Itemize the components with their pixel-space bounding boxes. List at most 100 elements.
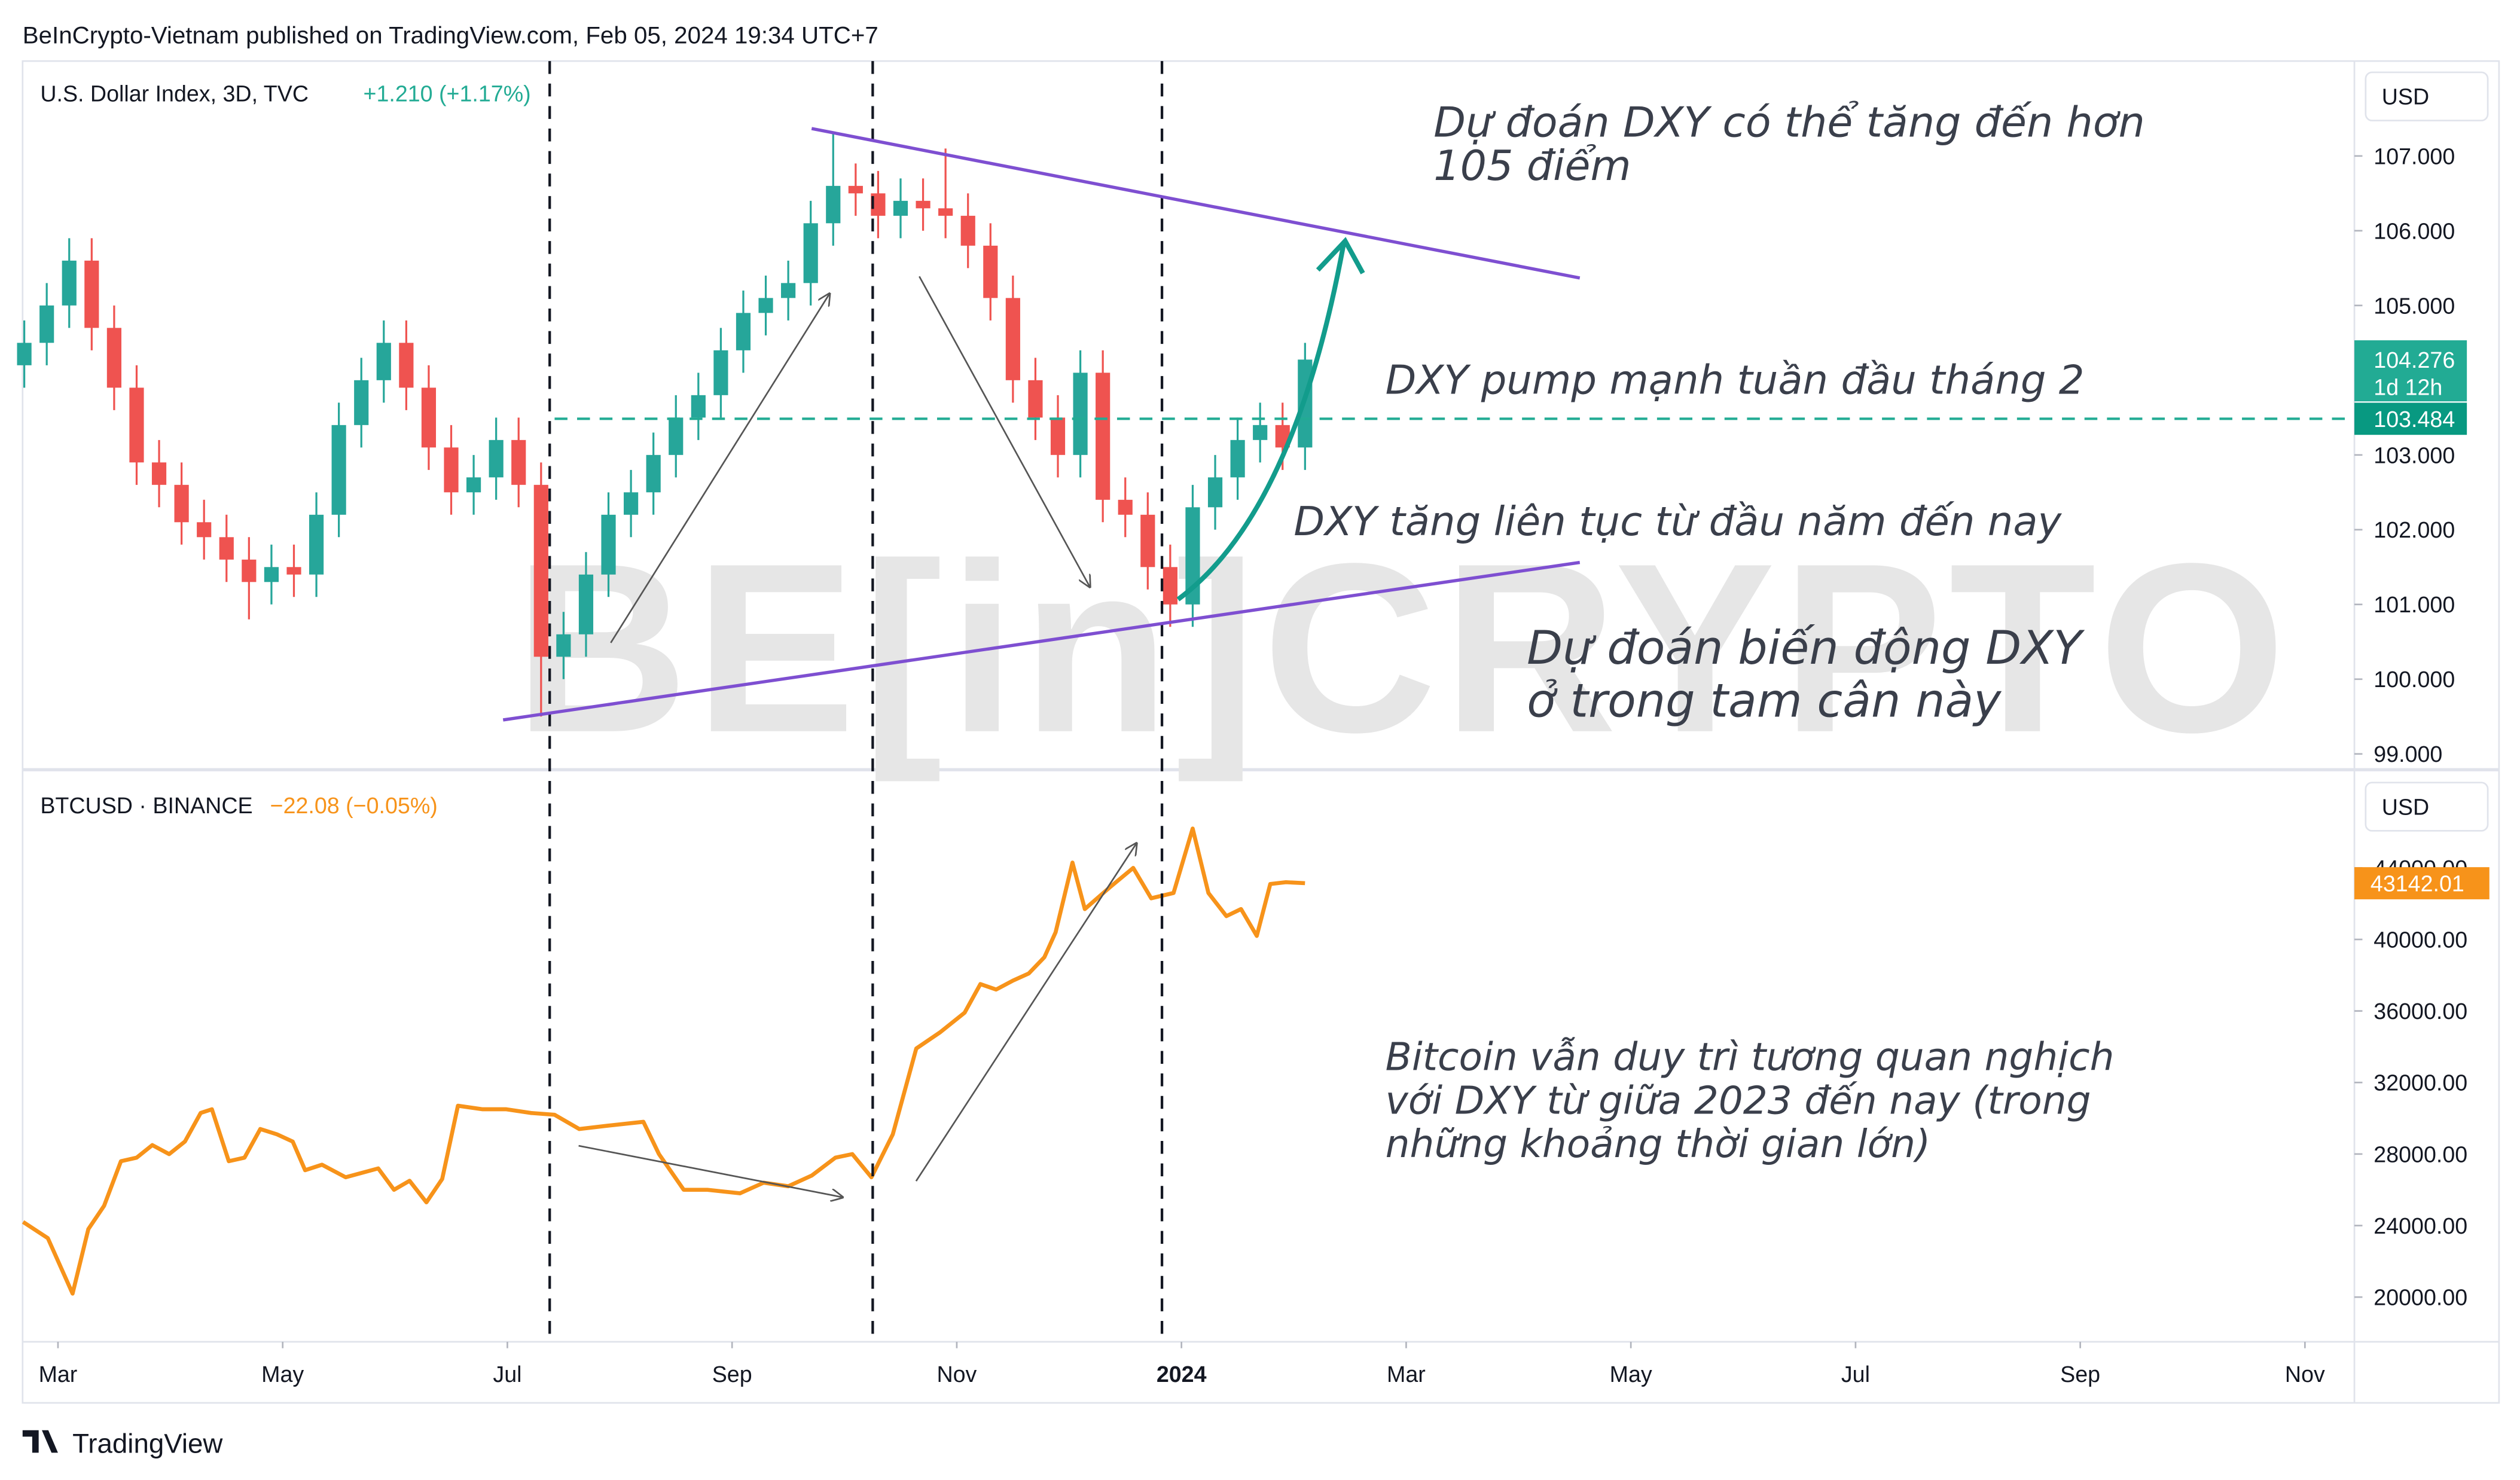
- x-tick-label: May: [261, 1362, 304, 1387]
- candle-body: [331, 425, 346, 515]
- candle-body: [1230, 440, 1245, 478]
- candle-body: [1005, 298, 1020, 380]
- currency-button[interactable]: [2365, 782, 2489, 832]
- currency[interactable]: USD: [2382, 794, 2429, 819]
- y-tick-label: 106.000: [2373, 218, 2455, 243]
- candle-body: [376, 343, 391, 380]
- last-price-tag: [2354, 340, 2467, 402]
- candle-body: [1050, 417, 1066, 455]
- arrow: [919, 276, 1090, 587]
- candle-body: [1073, 373, 1088, 455]
- candle-body: [197, 522, 212, 538]
- y-tick-label: 36000.00: [2373, 999, 2467, 1024]
- candle-body: [803, 223, 818, 283]
- candle-body: [556, 634, 571, 657]
- candle-body: [174, 484, 189, 523]
- arrow: [610, 294, 829, 643]
- candle-body: [826, 185, 841, 224]
- forecast-arrow: [1176, 243, 1346, 602]
- triangle: [502, 127, 1581, 722]
- annotation: 105 điểm: [1433, 142, 1631, 190]
- annotation: DXY pump mạnh tuần đầu tháng 2: [1386, 356, 2085, 403]
- candle-body: [286, 567, 301, 575]
- arrows: [578, 276, 1136, 1197]
- candle-body: [421, 387, 437, 448]
- last-price: 43142.01: [2370, 871, 2464, 896]
- candle-body: [938, 208, 953, 216]
- currency[interactable]: USD: [2382, 84, 2429, 109]
- candle-body: [758, 298, 773, 313]
- header: BeInCrypto-Vietnam published on TradingV…: [23, 22, 878, 49]
- plot: 99.000100.000101.000102.000103.000104.00…: [17, 133, 2467, 1387]
- annotation: Bitcoin vẫn duy trì tương quan nghịch: [1386, 1035, 2115, 1080]
- x-tick-label: Jul: [493, 1362, 521, 1387]
- annotations: Dự đoán DXY có thể tăng đến hơn 105 điểm…: [1293, 98, 2144, 1166]
- candle-body: [646, 454, 661, 493]
- currency-button[interactable]: [2365, 71, 2489, 121]
- forecast-arrow-head: [1316, 237, 1365, 274]
- annotation: với DXY từ giữa 2023 đến nay (trong: [1386, 1078, 2091, 1123]
- y-tick-label: 28000.00: [2373, 1142, 2467, 1167]
- btc-line: [22, 826, 1305, 1296]
- y-tick-label: 105.000: [2373, 293, 2455, 318]
- session-lines: [548, 61, 1164, 1342]
- trend-line: [811, 127, 1581, 280]
- candle-body: [151, 462, 167, 485]
- candle-body: [893, 200, 908, 216]
- candle-body: [601, 514, 616, 575]
- last-price: 104.276: [2373, 347, 2455, 373]
- candle-body: [444, 447, 459, 493]
- watermark: BE[in]CRYPTO: [514, 514, 2292, 784]
- y-tick-label: 20000.00: [2373, 1285, 2467, 1310]
- candle-body: [781, 283, 796, 298]
- candle-body: [106, 328, 121, 388]
- y-tick-label: 99.000: [2373, 741, 2442, 767]
- x-tick-label: 2024: [1157, 1362, 1207, 1387]
- candle-body: [242, 559, 257, 582]
- footer: TradingView: [72, 1428, 223, 1458]
- legend-change: +1.210 (+1.17%): [363, 81, 530, 106]
- logo-icon: [22, 1430, 58, 1453]
- candle-body: [1028, 380, 1043, 418]
- x-tick-label: Jul: [1841, 1362, 1870, 1387]
- countdown: 1d 12h: [2373, 374, 2442, 399]
- candle-body: [354, 380, 369, 425]
- candle-body: [624, 492, 639, 515]
- candle-body: [1118, 499, 1133, 515]
- annotation: DXY tăng liên tục từ đầu năm đến nay: [1293, 498, 2062, 545]
- x-tick-label: Nov: [936, 1362, 977, 1387]
- y-tick-label: 102.000: [2373, 517, 2455, 542]
- candle-body: [84, 260, 99, 328]
- candle-body: [916, 200, 930, 209]
- logo: TradingView: [22, 1428, 223, 1458]
- x-tick-label: Mar: [39, 1362, 78, 1387]
- y-tick-label: 107.000: [2373, 144, 2455, 169]
- x-tick-label: May: [1610, 1362, 1652, 1387]
- candle-body: [309, 514, 324, 575]
- candle-body: [960, 215, 975, 246]
- candle-body: [511, 440, 526, 485]
- candle-body: [129, 387, 144, 463]
- candle-body: [713, 350, 728, 395]
- candle-body: [736, 313, 751, 350]
- annotation: ở trong tam cân này: [1527, 675, 2002, 728]
- candle-body: [17, 343, 32, 365]
- x-tick-label: Sep: [712, 1362, 752, 1387]
- candle-body: [533, 484, 548, 657]
- candle-body: [39, 305, 54, 343]
- y-tick-label: 103.000: [2373, 443, 2455, 468]
- price-line-label: 103.484: [2373, 407, 2455, 432]
- y-tick-label: 101.000: [2373, 592, 2455, 617]
- arrow: [578, 1145, 843, 1197]
- y-tick-label: 32000.00: [2373, 1070, 2467, 1095]
- candle-body: [848, 185, 863, 194]
- candle-body: [399, 343, 414, 388]
- candle-body: [62, 260, 77, 306]
- x-tick-label: Mar: [1387, 1362, 1426, 1387]
- candle-body: [264, 567, 279, 582]
- legend-title: BTCUSD · BINANCE: [40, 793, 252, 818]
- candle-body: [466, 477, 481, 493]
